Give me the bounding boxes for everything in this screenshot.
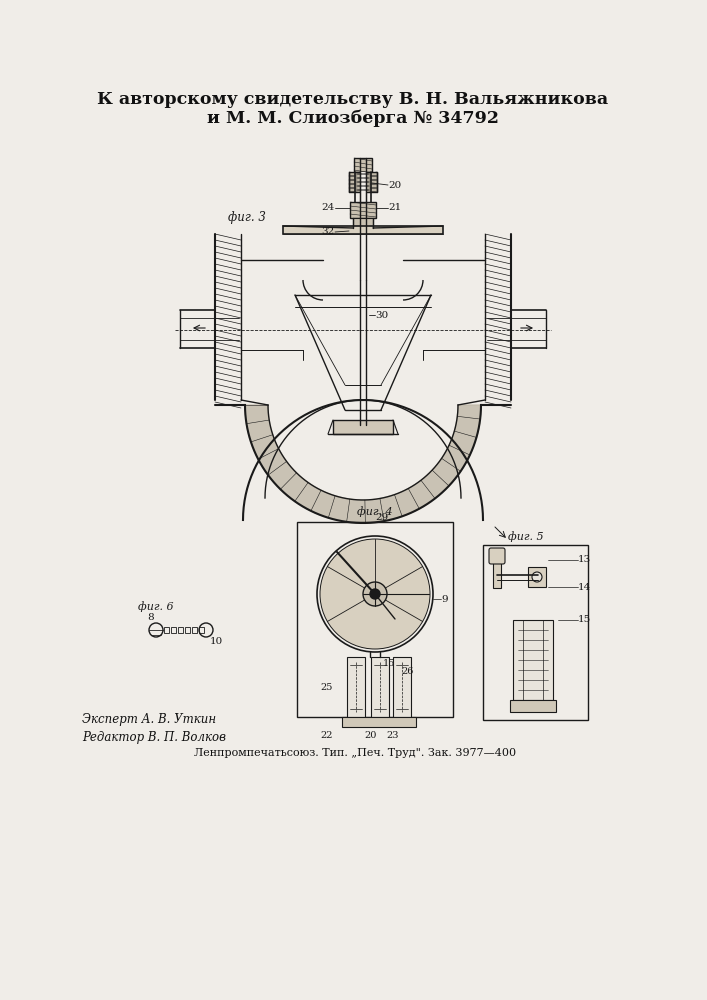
Bar (192, 627, 197, 633)
Text: 9: 9 (441, 594, 448, 603)
Bar (528, 567, 546, 587)
Text: 15: 15 (578, 615, 591, 624)
Circle shape (532, 572, 542, 582)
Bar (360, 172, 366, 277)
Text: 21: 21 (388, 204, 402, 213)
Bar (199, 627, 204, 633)
Bar (171, 627, 176, 633)
Text: Ленпромпечатьсоюз. Тип. „Печ. Труд". Зак. 3977—400: Ленпромпечатьсоюз. Тип. „Печ. Труд". Зак… (194, 748, 516, 758)
Text: 23: 23 (387, 730, 399, 740)
FancyBboxPatch shape (489, 548, 505, 564)
Text: фиг. 5: фиг. 5 (508, 532, 544, 542)
Bar (493, 553, 501, 588)
Text: 29: 29 (375, 514, 388, 522)
Text: 32: 32 (322, 228, 335, 236)
Bar (349, 172, 377, 192)
Bar (164, 627, 169, 633)
Text: 26: 26 (401, 668, 414, 676)
Text: фиг. 6: фиг. 6 (138, 602, 174, 612)
Text: 20: 20 (388, 180, 402, 190)
Bar (347, 657, 365, 717)
Circle shape (370, 589, 380, 599)
Text: Редактор В. П. Волков: Редактор В. П. Волков (82, 732, 226, 744)
Bar (371, 657, 389, 717)
Text: 25: 25 (321, 682, 333, 692)
Bar (483, 545, 588, 720)
Bar (178, 627, 183, 633)
Bar (185, 627, 190, 633)
Text: 30: 30 (375, 310, 388, 320)
Text: К авторскому свидетельству В. Н. Вальяжникова: К авторскому свидетельству В. Н. Вальяжн… (98, 92, 609, 108)
Polygon shape (245, 405, 481, 523)
Text: Эксперт А. В. Уткин: Эксперт А. В. Уткин (82, 714, 216, 726)
Bar (513, 620, 553, 700)
Text: 14: 14 (578, 582, 591, 591)
Bar (297, 522, 453, 717)
Bar (342, 717, 416, 727)
Text: 8: 8 (148, 612, 154, 621)
Bar (354, 158, 372, 172)
Text: и М. М. Слиозберга № 34792: и М. М. Слиозберга № 34792 (207, 109, 499, 127)
Text: 10: 10 (210, 637, 223, 646)
Text: 13: 13 (578, 556, 591, 564)
Circle shape (363, 582, 387, 606)
Text: фиг. 3: фиг. 3 (228, 212, 266, 225)
Text: 15: 15 (383, 660, 395, 668)
Text: 24: 24 (322, 204, 335, 213)
Bar (353, 218, 373, 228)
Bar (283, 226, 443, 234)
Bar (393, 657, 411, 717)
Text: 20: 20 (365, 730, 378, 740)
Text: фиг. 4: фиг. 4 (357, 507, 393, 517)
Bar (333, 420, 393, 434)
Circle shape (320, 539, 430, 649)
Text: 22: 22 (320, 730, 333, 740)
Bar (510, 700, 556, 712)
Bar (350, 202, 376, 218)
